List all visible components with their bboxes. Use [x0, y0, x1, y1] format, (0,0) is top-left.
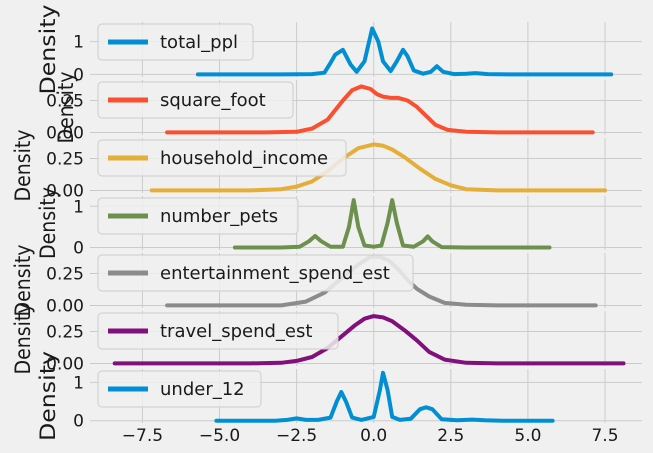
y-tick-label: 0.25: [46, 149, 84, 169]
legend-label: travel_spend_est: [160, 321, 312, 342]
legend-box: [97, 139, 347, 177]
y-axis-label: Density: [11, 303, 35, 375]
subplot-travel_spend_est: 0.00 0.25 travel_spend_est Density: [11, 303, 642, 375]
density-line-number_pets: [232, 198, 552, 250]
y-tick-label: 0: [73, 412, 84, 432]
legend-label: entertainment_spend_est: [160, 263, 390, 284]
legend-label: number_pets: [160, 206, 278, 227]
subplot-number_pets: 0 1 number_pets Density: [36, 187, 642, 259]
y-tick-label: 0.00: [46, 354, 84, 374]
y-tick-label: 0.25: [46, 322, 84, 342]
y-tick-label: 0.00: [46, 123, 84, 143]
y-tick-label: 1: [73, 197, 84, 217]
x-tick-label: 7.5: [591, 426, 618, 446]
y-axis-label: Density: [36, 5, 60, 95]
x-tick-label: 2.5: [437, 426, 464, 446]
y-tick-label: 0.00: [46, 296, 84, 316]
legend-box: [97, 370, 262, 408]
x-tick-label: −5.0: [199, 426, 240, 446]
subplot-total_ppl: 0 1 total_ppl Density: [36, 5, 642, 95]
y-tick-label: 0.00: [46, 181, 84, 201]
legend-label: total_ppl: [160, 32, 238, 53]
subplot-under_12: 0 1 under_12 Density: [36, 351, 642, 441]
density-line-square_foot: [165, 84, 595, 135]
x-tick-label: 5.0: [514, 426, 541, 446]
legend-label: under_12: [160, 379, 245, 400]
subplot-entertainment_spend_est: 0.00 0.25 entertainment_spend_est Density: [11, 245, 642, 317]
legend-box: [97, 197, 299, 235]
legend-box: [97, 23, 254, 61]
y-axis-label: Density: [11, 130, 35, 202]
y-tick-label: 0.25: [46, 264, 84, 284]
subplot-household_income: 0.00 0.25 household_income Density: [11, 130, 642, 202]
legend-box: [97, 81, 294, 119]
density-line-under_12: [214, 370, 555, 423]
legend-box: [97, 254, 414, 292]
x-tick-label: −2.5: [276, 426, 317, 446]
legend-label: household_income: [160, 148, 328, 169]
y-tick-label: 0.25: [46, 91, 84, 111]
x-tick-label: −7.5: [122, 426, 163, 446]
y-axis-label: Density: [54, 72, 78, 144]
y-axis-label: Density: [11, 245, 35, 317]
legend-label: square_foot: [160, 90, 266, 111]
y-tick-label: 0: [73, 65, 84, 85]
y-axis-label: Density: [36, 187, 60, 259]
density-line-household_income: [149, 142, 607, 193]
y-tick-label: 0: [73, 239, 84, 259]
density-line-travel_spend_est: [112, 314, 626, 366]
legend-box: [97, 312, 339, 350]
y-tick-label: 1: [73, 33, 84, 53]
x-tick-label: 0.0: [360, 426, 387, 446]
density-line-total_ppl: [195, 26, 614, 77]
subplot-square_foot: 0.00 0.25 square_foot Density: [46, 72, 642, 144]
y-tick-label: 1: [73, 373, 84, 393]
y-axis-label: Density: [36, 351, 60, 441]
